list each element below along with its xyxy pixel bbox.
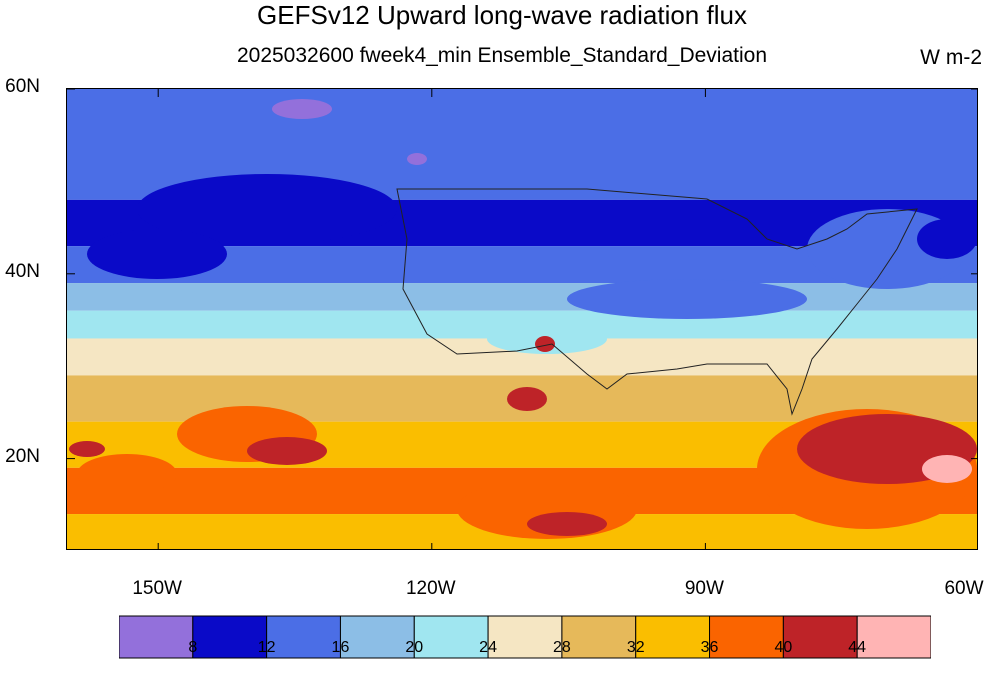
chart-title: GEFSv12 Upward long-wave radiation flux — [257, 0, 747, 30]
colorbar-label: 20 — [405, 639, 424, 656]
colorbar-swatch — [561, 615, 637, 659]
map-panel — [66, 88, 978, 550]
lon-label: 120W — [405, 578, 456, 599]
colorbar-label: 12 — [257, 639, 276, 656]
map-canvas — [67, 89, 977, 549]
colorbar-label: 16 — [331, 639, 350, 656]
colorbar-label: 24 — [479, 639, 497, 656]
colorbar-label: 28 — [553, 639, 571, 656]
colorbar-swatch — [782, 615, 858, 659]
colorbar-label: 32 — [626, 639, 645, 656]
units-label: W m-2 — [920, 46, 982, 69]
colorbar-swatch — [266, 615, 341, 659]
colorbar-label: 36 — [700, 639, 719, 656]
colorbar — [119, 615, 931, 659]
colorbar-swatch — [635, 615, 711, 659]
colorbar-swatch — [192, 615, 268, 659]
colorbar-label: 44 — [848, 639, 867, 656]
lat-label: 60N — [5, 76, 40, 97]
lat-label: 40N — [5, 260, 40, 282]
contour-band — [67, 283, 977, 311]
colorbar-swatch — [856, 615, 931, 659]
lat-label: 20N — [5, 445, 40, 467]
colorbar-label: 8 — [188, 639, 198, 656]
chart-subtitle: 2025032600 fweek4_min Ensemble_Standard_… — [236, 44, 768, 67]
lon-label: 150W — [132, 578, 182, 599]
coastline — [396, 188, 918, 416]
lon-label: 60W — [944, 578, 984, 599]
colorbar-swatch — [487, 615, 563, 659]
contour-blobs — [69, 99, 977, 539]
lon-label: 90W — [684, 578, 724, 599]
colorbar-swatch — [413, 615, 489, 659]
colorbar-label: 40 — [774, 639, 793, 656]
colorbar-swatch — [709, 615, 784, 659]
